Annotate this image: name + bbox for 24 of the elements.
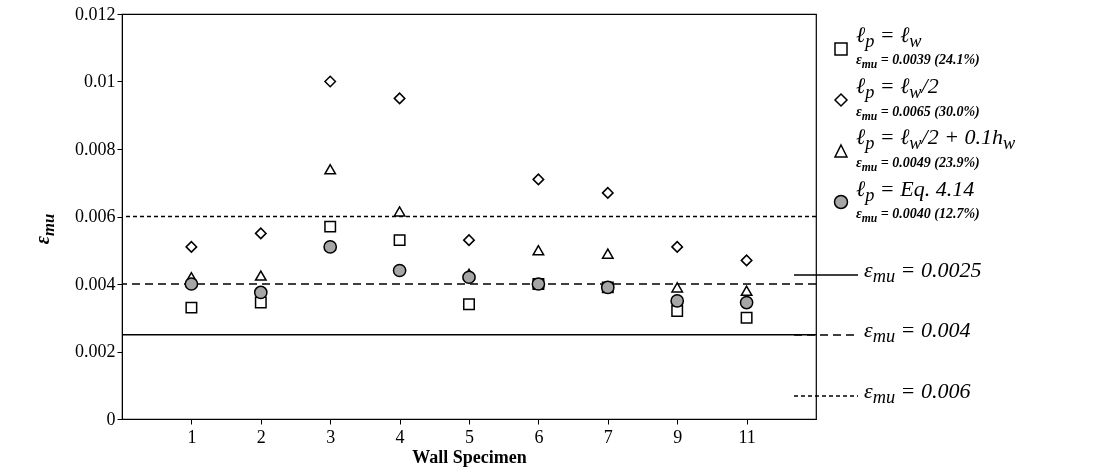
x-tick-label: 1 bbox=[187, 426, 197, 447]
x-tick-label: 4 bbox=[395, 426, 405, 447]
x-tick-label: 6 bbox=[534, 426, 544, 447]
y-tick-label: 0.002 bbox=[75, 341, 116, 361]
y-tick-label: 0 bbox=[106, 408, 116, 429]
x-tick-label: 3 bbox=[326, 426, 336, 447]
legend-label: ε$_{mu}$ = 0.006 bbox=[864, 377, 971, 408]
y-tick-label: 0.004 bbox=[75, 273, 116, 294]
legend-label: ε$_{mu}$ = 0.004 bbox=[864, 317, 971, 348]
legend-label: ℓ$_{p}$ = Eq. 4.14 ε$_{mu}$ = 0.0040 (12.7%) bbox=[856, 175, 980, 227]
y-tick-label: 0.01 bbox=[84, 71, 116, 91]
text: ℓ$_{p}$ = ℓ$_{w}$/2 ε$_{mu}$ = 0.0065 (30.0%) bbox=[856, 73, 980, 123]
x-tick-label: 5 bbox=[465, 426, 474, 447]
x-tick-label: 11 bbox=[738, 426, 756, 447]
y-tick-label: 0.006 bbox=[75, 206, 116, 226]
x-tick-label: 9 bbox=[673, 426, 683, 447]
x-tick-label: 2 bbox=[256, 426, 266, 447]
text: ℓ$_{p}$ = ℓ$_{w}$ ε$_{mu}$ = 0.0039 (24.1%) bbox=[856, 22, 980, 72]
y-tick-label: 0.012 bbox=[75, 3, 116, 24]
legend-label: ε$_{mu}$ = 0.0025 bbox=[864, 256, 982, 288]
x-tick-label: 7 bbox=[603, 426, 613, 447]
x-axis-title: Wall Specimen bbox=[412, 446, 527, 467]
y-tick-label: 0.008 bbox=[75, 138, 116, 159]
text: ℓ$_{p}$ = ℓ$_{w}$/2 + 0.1h$_{w}$ ε$_{mu}$ = 0.0049 (23.9%) bbox=[856, 124, 1016, 174]
